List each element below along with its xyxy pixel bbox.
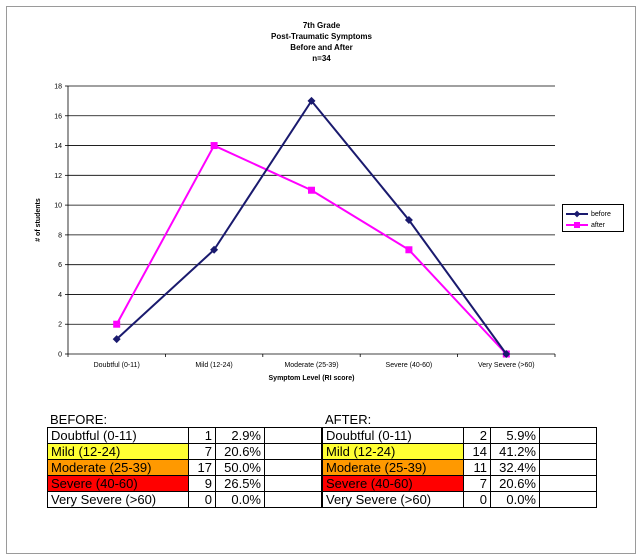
legend-swatch-after (566, 222, 588, 228)
row-label: Moderate (25-39) (322, 459, 464, 476)
x-tick-label: Mild (12-24) (195, 362, 232, 369)
row-count: 7 (463, 475, 491, 492)
title-line: n=34 (312, 54, 331, 63)
chart-title: 7th Grade Post-Traumatic Symptoms Before… (0, 20, 643, 64)
table-row: Mild (12-24) 14 41.2% (322, 443, 597, 460)
x-axis-title: Symptom Level (RI score) (269, 375, 355, 382)
table-row: Very Severe (>60) 0 0.0% (322, 491, 597, 508)
x-tick-label: Very Severe (>60) (478, 362, 535, 369)
table-row: Severe (40-60) 9 26.5% (47, 475, 322, 492)
table-row: Doubtful (0-11) 1 2.9% (47, 427, 322, 444)
row-label: Very Severe (>60) (47, 491, 189, 508)
row-spacer (539, 443, 597, 460)
table-row: Moderate (25-39) 17 50.0% (47, 459, 322, 476)
x-tick-label: Doubtful (0-11) (94, 362, 140, 369)
before-table: Doubtful (0-11) 1 2.9% Mild (12-24) 7 20.6% Mo… (47, 427, 322, 508)
before-table-caption: BEFORE: (50, 412, 108, 427)
row-spacer (539, 427, 597, 444)
row-percent: 26.5% (215, 475, 265, 492)
legend-label-before: before (591, 210, 611, 218)
x-tick-label: Moderate (25-39) (284, 362, 338, 369)
x-tick-label: Severe (40-60) (386, 362, 433, 369)
row-percent: 2.9% (215, 427, 265, 444)
row-percent: 50.0% (215, 459, 265, 476)
table-row: Doubtful (0-11) 2 5.9% (322, 427, 597, 444)
point-after (405, 246, 413, 254)
row-spacer (264, 443, 322, 460)
line-chart: 0 2 4 6 8 10 12 14 16 18 Doubtful (0-11) Mild (12-2… (35, 84, 556, 382)
y-tick-label: 18 (54, 84, 62, 91)
point-before (307, 96, 316, 105)
title-line: 7th Grade (302, 21, 341, 30)
row-label: Doubtful (0-11) (47, 427, 189, 444)
point-before (210, 245, 219, 254)
series-line-after (115, 144, 508, 355)
legend-swatch-before (566, 210, 588, 218)
table-row: Moderate (25-39) 11 32.4% (322, 459, 597, 476)
after-table: Doubtful (0-11) 2 5.9% Mild (12-24) 14 41.2% M… (322, 427, 597, 508)
legend-item-before: before (566, 209, 611, 219)
row-label: Moderate (25-39) (47, 459, 189, 476)
row-label: Mild (12-24) (322, 443, 464, 460)
row-count: 14 (463, 443, 491, 460)
point-before (112, 335, 121, 344)
title-line: Post-Traumatic Symptoms (271, 32, 372, 41)
y-tick-label: 10 (54, 203, 62, 210)
row-count: 1 (188, 427, 216, 444)
row-percent: 0.0% (215, 491, 265, 508)
y-tick-label: 6 (58, 262, 62, 269)
legend-item-after: after (566, 220, 605, 230)
y-tick-label: 16 (54, 113, 62, 120)
y-axis-title: # of students (35, 198, 42, 242)
y-tick-label: 0 (58, 352, 62, 359)
row-count: 2 (463, 427, 491, 444)
row-percent: 32.4% (490, 459, 540, 476)
y-tick-label: 14 (54, 143, 62, 150)
row-spacer (539, 459, 597, 476)
legend-label-after: after (591, 221, 606, 229)
row-spacer (539, 491, 597, 508)
row-count: 0 (463, 491, 491, 508)
row-spacer (264, 459, 322, 476)
row-count: 7 (188, 443, 216, 460)
row-label: Severe (40-60) (322, 475, 464, 492)
table-row: Mild (12-24) 7 20.6% (47, 443, 322, 460)
row-label: Doubtful (0-11) (322, 427, 464, 444)
row-spacer (264, 427, 322, 444)
row-percent: 20.6% (215, 443, 265, 460)
legend: before after (562, 204, 624, 232)
y-tick-label: 2 (58, 322, 62, 329)
table-row: Severe (40-60) 7 20.6% (322, 475, 597, 492)
point-before (404, 216, 413, 224)
point-after (113, 320, 121, 328)
chart-frame (6, 6, 636, 554)
row-percent: 5.9% (490, 427, 540, 444)
row-count: 9 (188, 475, 216, 492)
row-label: Mild (12-24) (47, 443, 189, 460)
row-count: 11 (463, 459, 491, 476)
row-spacer (539, 475, 597, 492)
row-spacer (264, 491, 322, 508)
y-tick-label: 4 (58, 292, 62, 299)
row-percent: 0.0% (490, 491, 540, 508)
row-label: Severe (40-60) (47, 475, 189, 492)
y-tick-label: 8 (58, 232, 62, 239)
table-row: Very Severe (>60) 0 0.0% (47, 491, 322, 508)
y-tick-label: 12 (54, 173, 62, 180)
row-spacer (264, 475, 322, 492)
row-percent: 41.2% (490, 443, 540, 460)
point-before (502, 350, 511, 358)
row-count: 17 (188, 459, 216, 476)
after-table-caption: AFTER: (325, 412, 372, 427)
point-after (308, 186, 315, 194)
series-line-before (116, 99, 508, 355)
point-after (210, 142, 218, 150)
row-count: 0 (188, 491, 216, 508)
title-line: Before and After (290, 43, 353, 52)
row-label: Very Severe (>60) (322, 491, 464, 508)
row-percent: 20.6% (490, 475, 540, 492)
